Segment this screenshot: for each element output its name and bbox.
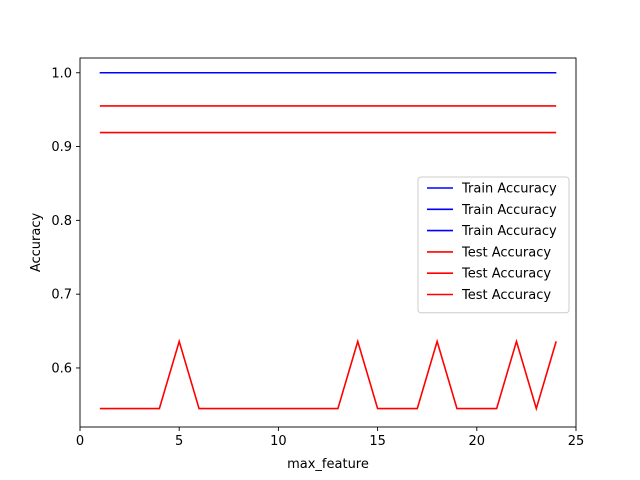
x-axis-label: max_feature [287,457,369,472]
legend-frame [417,176,570,314]
plot-frame [79,57,577,428]
y-tick-label: 0.7 [51,288,72,303]
y-axis-label: Accuracy [29,213,44,273]
y-tick-label: 0.9 [51,140,72,155]
y-tick-label: 0.8 [51,214,72,229]
y-tick-label: 0.6 [51,361,72,376]
x-tick-label: 25 [568,434,585,449]
x-tick-label: 10 [270,434,287,449]
x-tick-label: 0 [76,434,84,449]
y-tick-label: 1.0 [51,66,72,81]
x-tick-label: 20 [469,434,486,449]
legend-entry: Test Accuracy [461,288,551,303]
legend-entry: Test Accuracy [461,245,551,260]
legend-entry: Train Accuracy [461,182,557,197]
series-line-5 [99,338,557,412]
legend: Train Accuracy Train Accuracy Train Accura… [417,176,570,314]
x-tick-label: 15 [369,434,386,449]
legend-entry: Train Accuracy [461,203,557,218]
legend-entry: Train Accuracy [461,224,557,239]
legend-entry: Test Accuracy [461,267,551,282]
x-tick-label: 5 [175,434,183,449]
